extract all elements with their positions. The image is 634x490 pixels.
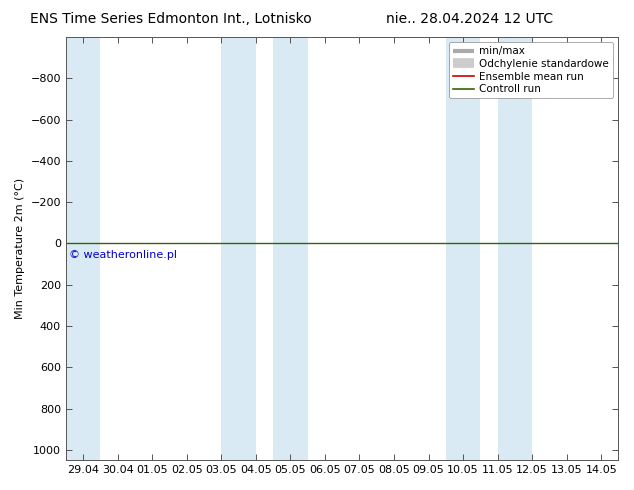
Text: nie.. 28.04.2024 12 UTC: nie.. 28.04.2024 12 UTC xyxy=(385,12,553,26)
Bar xyxy=(498,37,532,460)
Y-axis label: Min Temperature 2m (°C): Min Temperature 2m (°C) xyxy=(15,178,25,319)
Text: ENS Time Series Edmonton Int., Lotnisko: ENS Time Series Edmonton Int., Lotnisko xyxy=(30,12,312,26)
Bar xyxy=(273,37,307,460)
Text: © weatheronline.pl: © weatheronline.pl xyxy=(69,249,178,260)
Bar xyxy=(66,37,100,460)
Bar xyxy=(221,37,256,460)
Bar xyxy=(446,37,481,460)
Legend: min/max, Odchylenie standardowe, Ensemble mean run, Controll run: min/max, Odchylenie standardowe, Ensembl… xyxy=(449,42,613,98)
